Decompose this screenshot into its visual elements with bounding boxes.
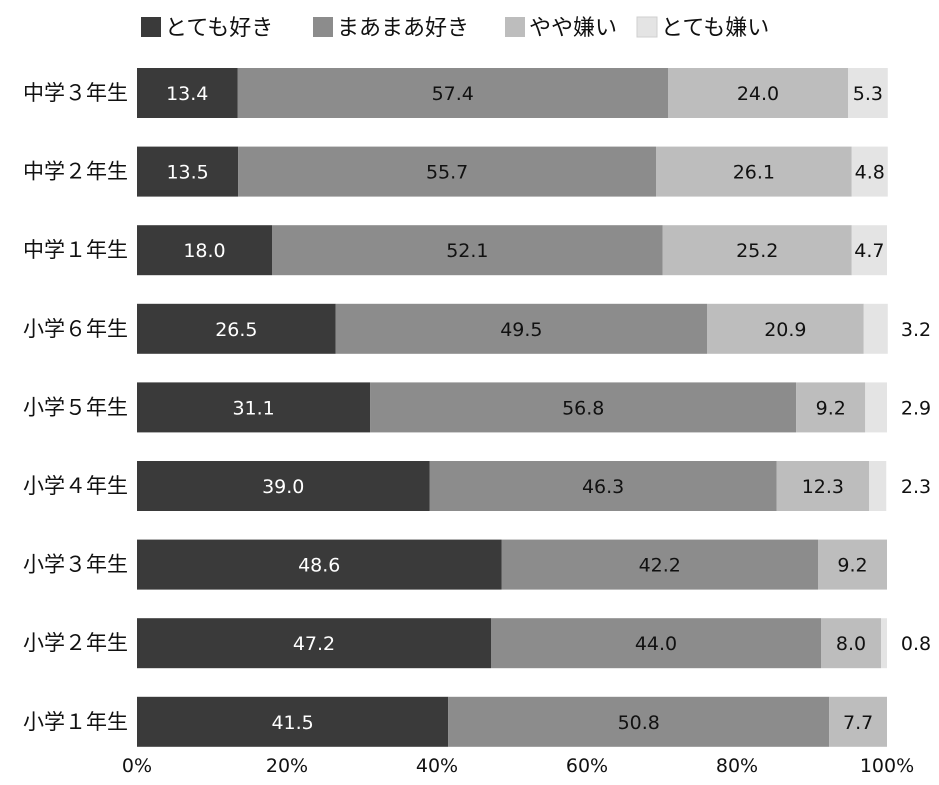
value-label: 56.8 bbox=[562, 397, 604, 419]
x-tick-label: 100% bbox=[860, 755, 914, 777]
bar-segment bbox=[848, 68, 888, 118]
value-label: 55.7 bbox=[426, 162, 468, 184]
category-label: 小学１年生 bbox=[23, 710, 128, 734]
value-label: 44.0 bbox=[635, 633, 677, 655]
bar-segment bbox=[881, 618, 887, 669]
legend-label-3: やや嫌い bbox=[529, 16, 617, 41]
x-tick-label: 60% bbox=[566, 755, 608, 777]
category-label: 中学１年生 bbox=[23, 238, 128, 262]
value-label: 4.8 bbox=[855, 162, 885, 184]
bar-segment bbox=[821, 618, 881, 669]
x-axis: 0% 20% 40% 60% 80% 100% bbox=[122, 755, 914, 777]
value-label: 8.0 bbox=[836, 633, 866, 655]
value-label: 2.9 bbox=[901, 397, 931, 419]
value-label: 25.2 bbox=[736, 240, 778, 262]
legend-swatch-2 bbox=[313, 17, 333, 37]
legend: とても好き まあまあ好き やや嫌い とても嫌い bbox=[141, 16, 769, 41]
value-label: 42.2 bbox=[639, 555, 681, 577]
value-label: 39.0 bbox=[262, 476, 304, 498]
value-label: 50.8 bbox=[618, 712, 660, 734]
category-label: 小学６年生 bbox=[23, 317, 128, 341]
bar-segment bbox=[429, 461, 777, 511]
value-label: 13.4 bbox=[166, 83, 208, 105]
bar-segment bbox=[668, 68, 848, 118]
value-label: 2.3 bbox=[901, 476, 931, 498]
x-tick-label: 40% bbox=[416, 755, 458, 777]
value-label: 47.2 bbox=[293, 633, 335, 655]
bar-segment bbox=[370, 382, 797, 433]
legend-label-1: とても好き bbox=[165, 16, 273, 41]
value-label: 46.3 bbox=[582, 476, 624, 498]
bars bbox=[137, 68, 888, 747]
value-label: 18.0 bbox=[183, 240, 225, 262]
value-label: 0.8 bbox=[901, 633, 931, 655]
value-label: 3.2 bbox=[901, 319, 931, 341]
bar-segment bbox=[137, 303, 336, 354]
value-label: 41.5 bbox=[271, 712, 313, 734]
bar-segment bbox=[137, 539, 502, 590]
bar-segment bbox=[829, 696, 887, 747]
legend-swatch-1 bbox=[141, 17, 161, 37]
bar-segment bbox=[137, 68, 238, 118]
bar-segment bbox=[863, 303, 888, 354]
value-label: 49.5 bbox=[500, 319, 542, 341]
value-label: 9.2 bbox=[816, 397, 846, 419]
bar-segment bbox=[137, 696, 449, 747]
bar-segment bbox=[796, 382, 866, 433]
value-label: 7.7 bbox=[843, 712, 873, 734]
bar-segment bbox=[237, 68, 668, 118]
x-tick-label: 80% bbox=[716, 755, 758, 777]
bar-segment bbox=[238, 146, 656, 197]
category-label: 小学２年生 bbox=[23, 631, 128, 655]
category-labels: 中学３年生中学２年生中学１年生小学６年生小学５年生小学４年生小学３年生小学２年生… bbox=[23, 81, 128, 734]
category-label: 小学４年生 bbox=[23, 474, 128, 498]
category-label: 中学２年生 bbox=[23, 160, 128, 184]
value-label: 9.2 bbox=[837, 555, 867, 577]
bar-segment bbox=[776, 461, 869, 511]
bar-segment bbox=[865, 382, 887, 433]
legend-swatch-4 bbox=[636, 16, 658, 38]
legend-label-4: とても嫌い bbox=[661, 16, 769, 41]
value-label: 20.9 bbox=[764, 319, 806, 341]
value-label: 31.1 bbox=[232, 397, 274, 419]
bar-segment bbox=[448, 696, 830, 747]
bar-segment bbox=[707, 303, 864, 354]
bar-segment bbox=[137, 461, 430, 511]
value-label: 4.7 bbox=[854, 240, 884, 262]
bar-segment bbox=[272, 225, 663, 276]
category-label: 小学５年生 bbox=[23, 395, 128, 419]
category-label: 小学３年生 bbox=[23, 553, 128, 577]
bar-segment bbox=[137, 146, 239, 197]
category-label: 中学３年生 bbox=[23, 81, 128, 105]
bar-segment bbox=[491, 618, 821, 669]
x-tick-label: 0% bbox=[122, 755, 152, 777]
bar-segment bbox=[137, 382, 371, 433]
value-label: 26.1 bbox=[733, 162, 775, 184]
bar-segment bbox=[137, 618, 491, 669]
value-label: 26.5 bbox=[215, 319, 257, 341]
bar-segment bbox=[818, 539, 887, 590]
bar-segment bbox=[851, 146, 888, 197]
bar-segment bbox=[851, 225, 887, 276]
value-label: 48.6 bbox=[298, 555, 340, 577]
value-label: 52.1 bbox=[446, 240, 488, 262]
value-label: 24.0 bbox=[737, 83, 779, 105]
value-label: 57.4 bbox=[432, 83, 474, 105]
value-label: 12.3 bbox=[802, 476, 844, 498]
value-label: 13.5 bbox=[166, 162, 208, 184]
value-label: 5.3 bbox=[853, 83, 883, 105]
bar-segment bbox=[137, 225, 272, 276]
bar-segment bbox=[869, 461, 887, 511]
legend-swatch-3 bbox=[505, 17, 525, 37]
bar-segment bbox=[335, 303, 707, 354]
x-tick-label: 20% bbox=[266, 755, 308, 777]
bar-segment bbox=[662, 225, 852, 276]
legend-label-2: まあまあ好き bbox=[337, 16, 469, 41]
bar-segment bbox=[501, 539, 818, 590]
bar-segment bbox=[656, 146, 852, 197]
value-labels: 13.4 57.4 24.0 5.3 13.5 55.7 26.1 4.8 18.0 52.1 25… bbox=[166, 83, 931, 734]
